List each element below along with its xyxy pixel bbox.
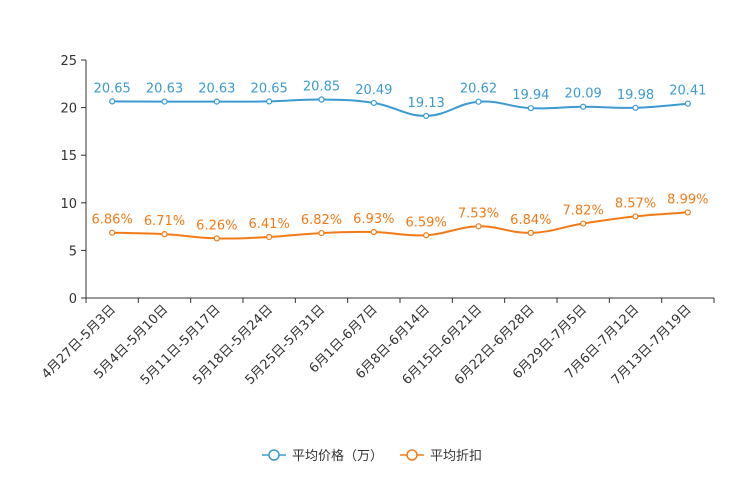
series-line [112, 211, 688, 240]
y-tick-label: 20 [60, 102, 77, 117]
legend-marker [268, 449, 280, 461]
data-label: 8.57% [615, 196, 656, 211]
data-label: 6.82% [301, 213, 342, 228]
data-label: 7.82% [563, 204, 604, 219]
data-point[interactable] [475, 98, 482, 105]
series-1: 20.65 20.63 20.63 20.65 20.85 20.49 19.13 20.62… [94, 80, 706, 119]
data-label: 20.63 [198, 82, 235, 97]
data-label: 20.65 [94, 81, 131, 96]
legend-item-2[interactable]: 平均折扣 [400, 449, 482, 464]
data-point[interactable] [161, 231, 168, 238]
data-point[interactable] [109, 229, 116, 236]
data-label: 20.85 [303, 80, 340, 95]
series-line [112, 98, 688, 117]
data-point[interactable] [370, 228, 377, 236]
data-point[interactable] [161, 98, 168, 105]
data-label: 6.86% [92, 213, 133, 228]
data-point[interactable] [213, 235, 220, 242]
legend-label: 平均折扣 [430, 449, 482, 464]
legend-marker [406, 449, 418, 461]
data-label: 6.59% [406, 215, 447, 230]
data-point[interactable] [527, 229, 534, 236]
data-point[interactable] [370, 99, 377, 107]
legend[interactable]: 平均价格（万） 平均折扣 [262, 448, 482, 464]
data-label: 20.41 [669, 84, 706, 99]
data-label: 19.94 [512, 88, 549, 103]
x-axis: 4月27日-5月3日5月4日-5月10日5月11日-5月17日5月18日-5月2… [39, 297, 715, 388]
data-point[interactable] [580, 103, 587, 110]
data-point[interactable] [109, 98, 116, 105]
data-point[interactable] [580, 220, 587, 227]
data-label: 6.41% [249, 217, 290, 232]
data-label: 20.09 [565, 87, 602, 102]
data-point[interactable] [213, 98, 220, 105]
data-label: 19.13 [408, 96, 445, 111]
data-point[interactable] [632, 104, 639, 111]
y-tick-label: 15 [60, 149, 77, 164]
y-tick-label: 0 [69, 292, 77, 307]
data-label: 20.65 [251, 81, 288, 96]
series-2: 6.86% 6.71% 6.26% 6.41% 6.82% 6.93% 6.59% 7.53%… [92, 192, 708, 242]
data-point[interactable] [684, 209, 691, 216]
y-tick-label: 25 [60, 54, 77, 69]
data-label: 6.71% [144, 214, 185, 229]
y-tick-label: 10 [60, 197, 77, 212]
data-label: 7.53% [458, 206, 499, 221]
data-point[interactable] [423, 112, 430, 119]
data-point[interactable] [423, 232, 430, 239]
legend-item-1[interactable]: 平均价格（万） [262, 448, 383, 464]
data-point[interactable] [318, 96, 325, 103]
data-label: 6.93% [353, 212, 394, 227]
data-label: 19.98 [617, 88, 654, 103]
data-point[interactable] [318, 229, 325, 237]
data-label: 20.63 [146, 82, 183, 97]
data-point[interactable] [475, 223, 482, 230]
series-layer: 20.65 20.63 20.63 20.65 20.85 20.49 19.13 20.62… [92, 80, 708, 242]
data-label: 6.26% [196, 218, 237, 233]
legend-label: 平均价格（万） [292, 448, 383, 464]
data-label: 20.49 [355, 83, 392, 98]
y-tick-label: 5 [69, 244, 77, 259]
data-label: 6.84% [510, 213, 551, 228]
data-label: 8.99% [667, 192, 708, 207]
y-axis: 0 5 10 15 20 25 [60, 54, 87, 307]
data-point[interactable] [266, 98, 273, 105]
data-point[interactable] [684, 100, 691, 107]
data-point[interactable] [527, 105, 534, 112]
data-label: 20.62 [460, 82, 497, 97]
data-point[interactable] [266, 233, 273, 241]
data-point[interactable] [632, 213, 639, 220]
